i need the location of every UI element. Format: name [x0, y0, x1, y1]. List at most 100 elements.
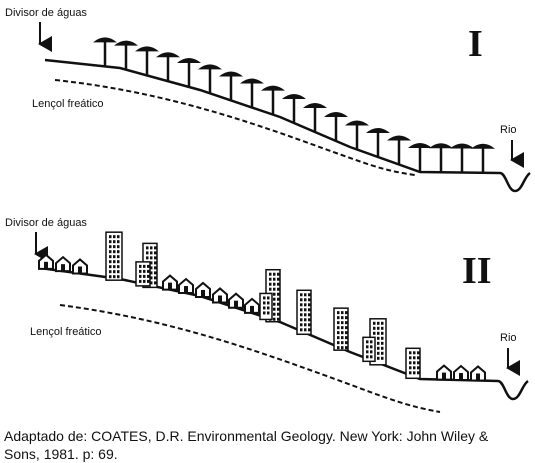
window: [337, 341, 340, 345]
window: [147, 264, 150, 268]
divisor-label: Divisor de águas: [5, 217, 87, 229]
tree-canopy: [282, 94, 306, 99]
window: [139, 279, 142, 283]
window: [345, 326, 348, 330]
window: [300, 308, 303, 312]
window: [381, 341, 384, 345]
window: [308, 313, 311, 317]
divisor-label: Divisor de águas: [5, 7, 87, 19]
window: [304, 298, 307, 302]
window: [150, 281, 153, 285]
tree-canopy: [198, 64, 222, 70]
window: [143, 269, 146, 273]
window: [337, 346, 340, 350]
window: [345, 321, 348, 325]
window: [113, 250, 116, 254]
window: [269, 277, 272, 281]
window: [109, 240, 112, 244]
window: [277, 292, 280, 296]
window: [273, 287, 276, 291]
tree-canopy: [135, 46, 159, 52]
tree-canopy: [387, 135, 411, 141]
tree-canopy: [177, 57, 201, 63]
tree-canopy: [345, 120, 369, 126]
window: [117, 245, 120, 249]
window: [304, 303, 307, 307]
window: [277, 287, 280, 291]
window: [341, 346, 344, 350]
window: [154, 281, 157, 285]
house-door: [234, 300, 238, 308]
window: [341, 331, 344, 335]
window: [113, 240, 116, 244]
window: [273, 282, 276, 286]
house-door: [459, 373, 463, 381]
window: [377, 336, 380, 340]
window: [304, 323, 307, 327]
house: [453, 364, 469, 382]
window: [373, 321, 376, 325]
window: [300, 303, 303, 307]
window: [337, 331, 340, 335]
window: [150, 251, 153, 255]
window: [304, 308, 307, 312]
window: [300, 293, 303, 297]
window: [113, 255, 116, 259]
window: [146, 246, 149, 250]
window: [341, 336, 344, 340]
window: [277, 302, 280, 306]
window: [337, 326, 340, 330]
window: [113, 260, 116, 264]
window: [154, 256, 157, 260]
window: [147, 279, 150, 283]
tree-canopy: [303, 103, 327, 108]
window: [413, 361, 416, 365]
window: [146, 251, 149, 255]
window: [366, 340, 369, 344]
window: [117, 255, 120, 259]
window: [381, 356, 384, 360]
window: [413, 356, 416, 360]
window: [263, 296, 266, 300]
window: [345, 311, 348, 315]
window: [377, 331, 380, 335]
window: [300, 313, 303, 317]
window: [366, 355, 369, 359]
window: [117, 240, 120, 244]
window: [341, 316, 344, 320]
window: [381, 326, 384, 330]
panel-2: Divisor de águas Lençol freático Rio II: [5, 217, 529, 413]
window: [263, 301, 266, 305]
window: [413, 351, 416, 355]
window: [113, 270, 116, 274]
window: [417, 351, 420, 355]
tree-canopy: [219, 71, 243, 77]
window: [308, 293, 311, 297]
window: [277, 277, 280, 281]
window: [366, 350, 369, 354]
tree-canopy: [261, 85, 285, 91]
house-door: [44, 261, 48, 269]
window: [150, 266, 153, 270]
window: [150, 261, 153, 265]
window: [373, 331, 376, 335]
window: [267, 311, 270, 315]
window: [150, 276, 153, 280]
window: [139, 264, 142, 268]
building: [362, 336, 376, 363]
window: [117, 265, 120, 269]
window: [273, 307, 276, 311]
window: [300, 323, 303, 327]
window: [273, 302, 276, 306]
window: [154, 251, 157, 255]
window: [345, 346, 348, 350]
window: [263, 311, 266, 315]
window: [345, 336, 348, 340]
house-door: [184, 286, 188, 294]
window: [341, 326, 344, 330]
window: [273, 272, 276, 276]
window: [273, 317, 276, 321]
window: [277, 317, 280, 321]
window: [381, 336, 384, 340]
